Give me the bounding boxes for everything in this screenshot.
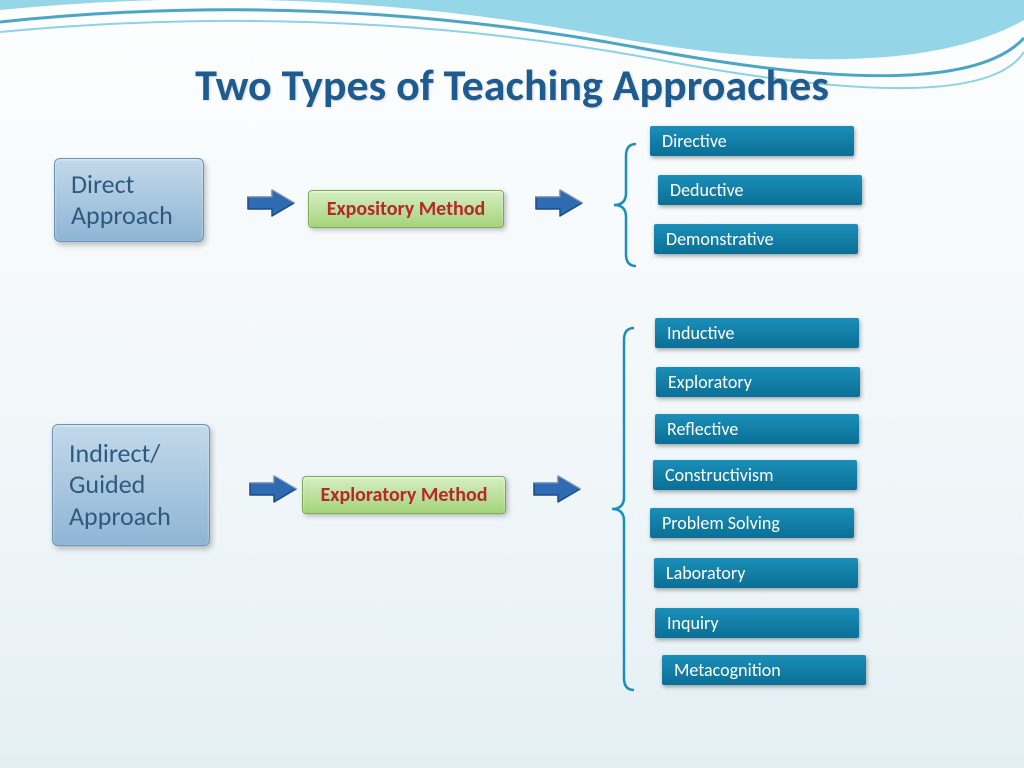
exploratory-method-box: Exploratory Method (302, 476, 506, 514)
arrow-icon (532, 472, 582, 506)
method-item: Exploratory (656, 367, 860, 397)
expository-method-box: Expository Method (308, 190, 504, 228)
method-item: Demonstrative (654, 224, 858, 254)
arrow-icon (246, 186, 296, 220)
arrow-icon (534, 186, 584, 220)
method-item: Deductive (658, 175, 862, 205)
method-item: Inductive (655, 318, 859, 348)
method-item: Laboratory (654, 558, 858, 588)
method-item: Constructivism (653, 460, 857, 490)
method-item: Directive (650, 126, 854, 156)
method-item: Reflective (655, 414, 859, 444)
arrow-icon (248, 472, 298, 506)
method-item: Problem Solving (650, 508, 854, 538)
method-item: Inquiry (655, 608, 859, 638)
bracket-icon (608, 140, 636, 275)
bracket-icon (606, 324, 634, 699)
direct-approach-box: DirectApproach (54, 158, 204, 242)
method-item: Metacognition (662, 655, 866, 685)
page-title: Two Types of Teaching Approaches (0, 58, 1024, 112)
indirect-approach-box: Indirect/GuidedApproach (52, 424, 210, 546)
